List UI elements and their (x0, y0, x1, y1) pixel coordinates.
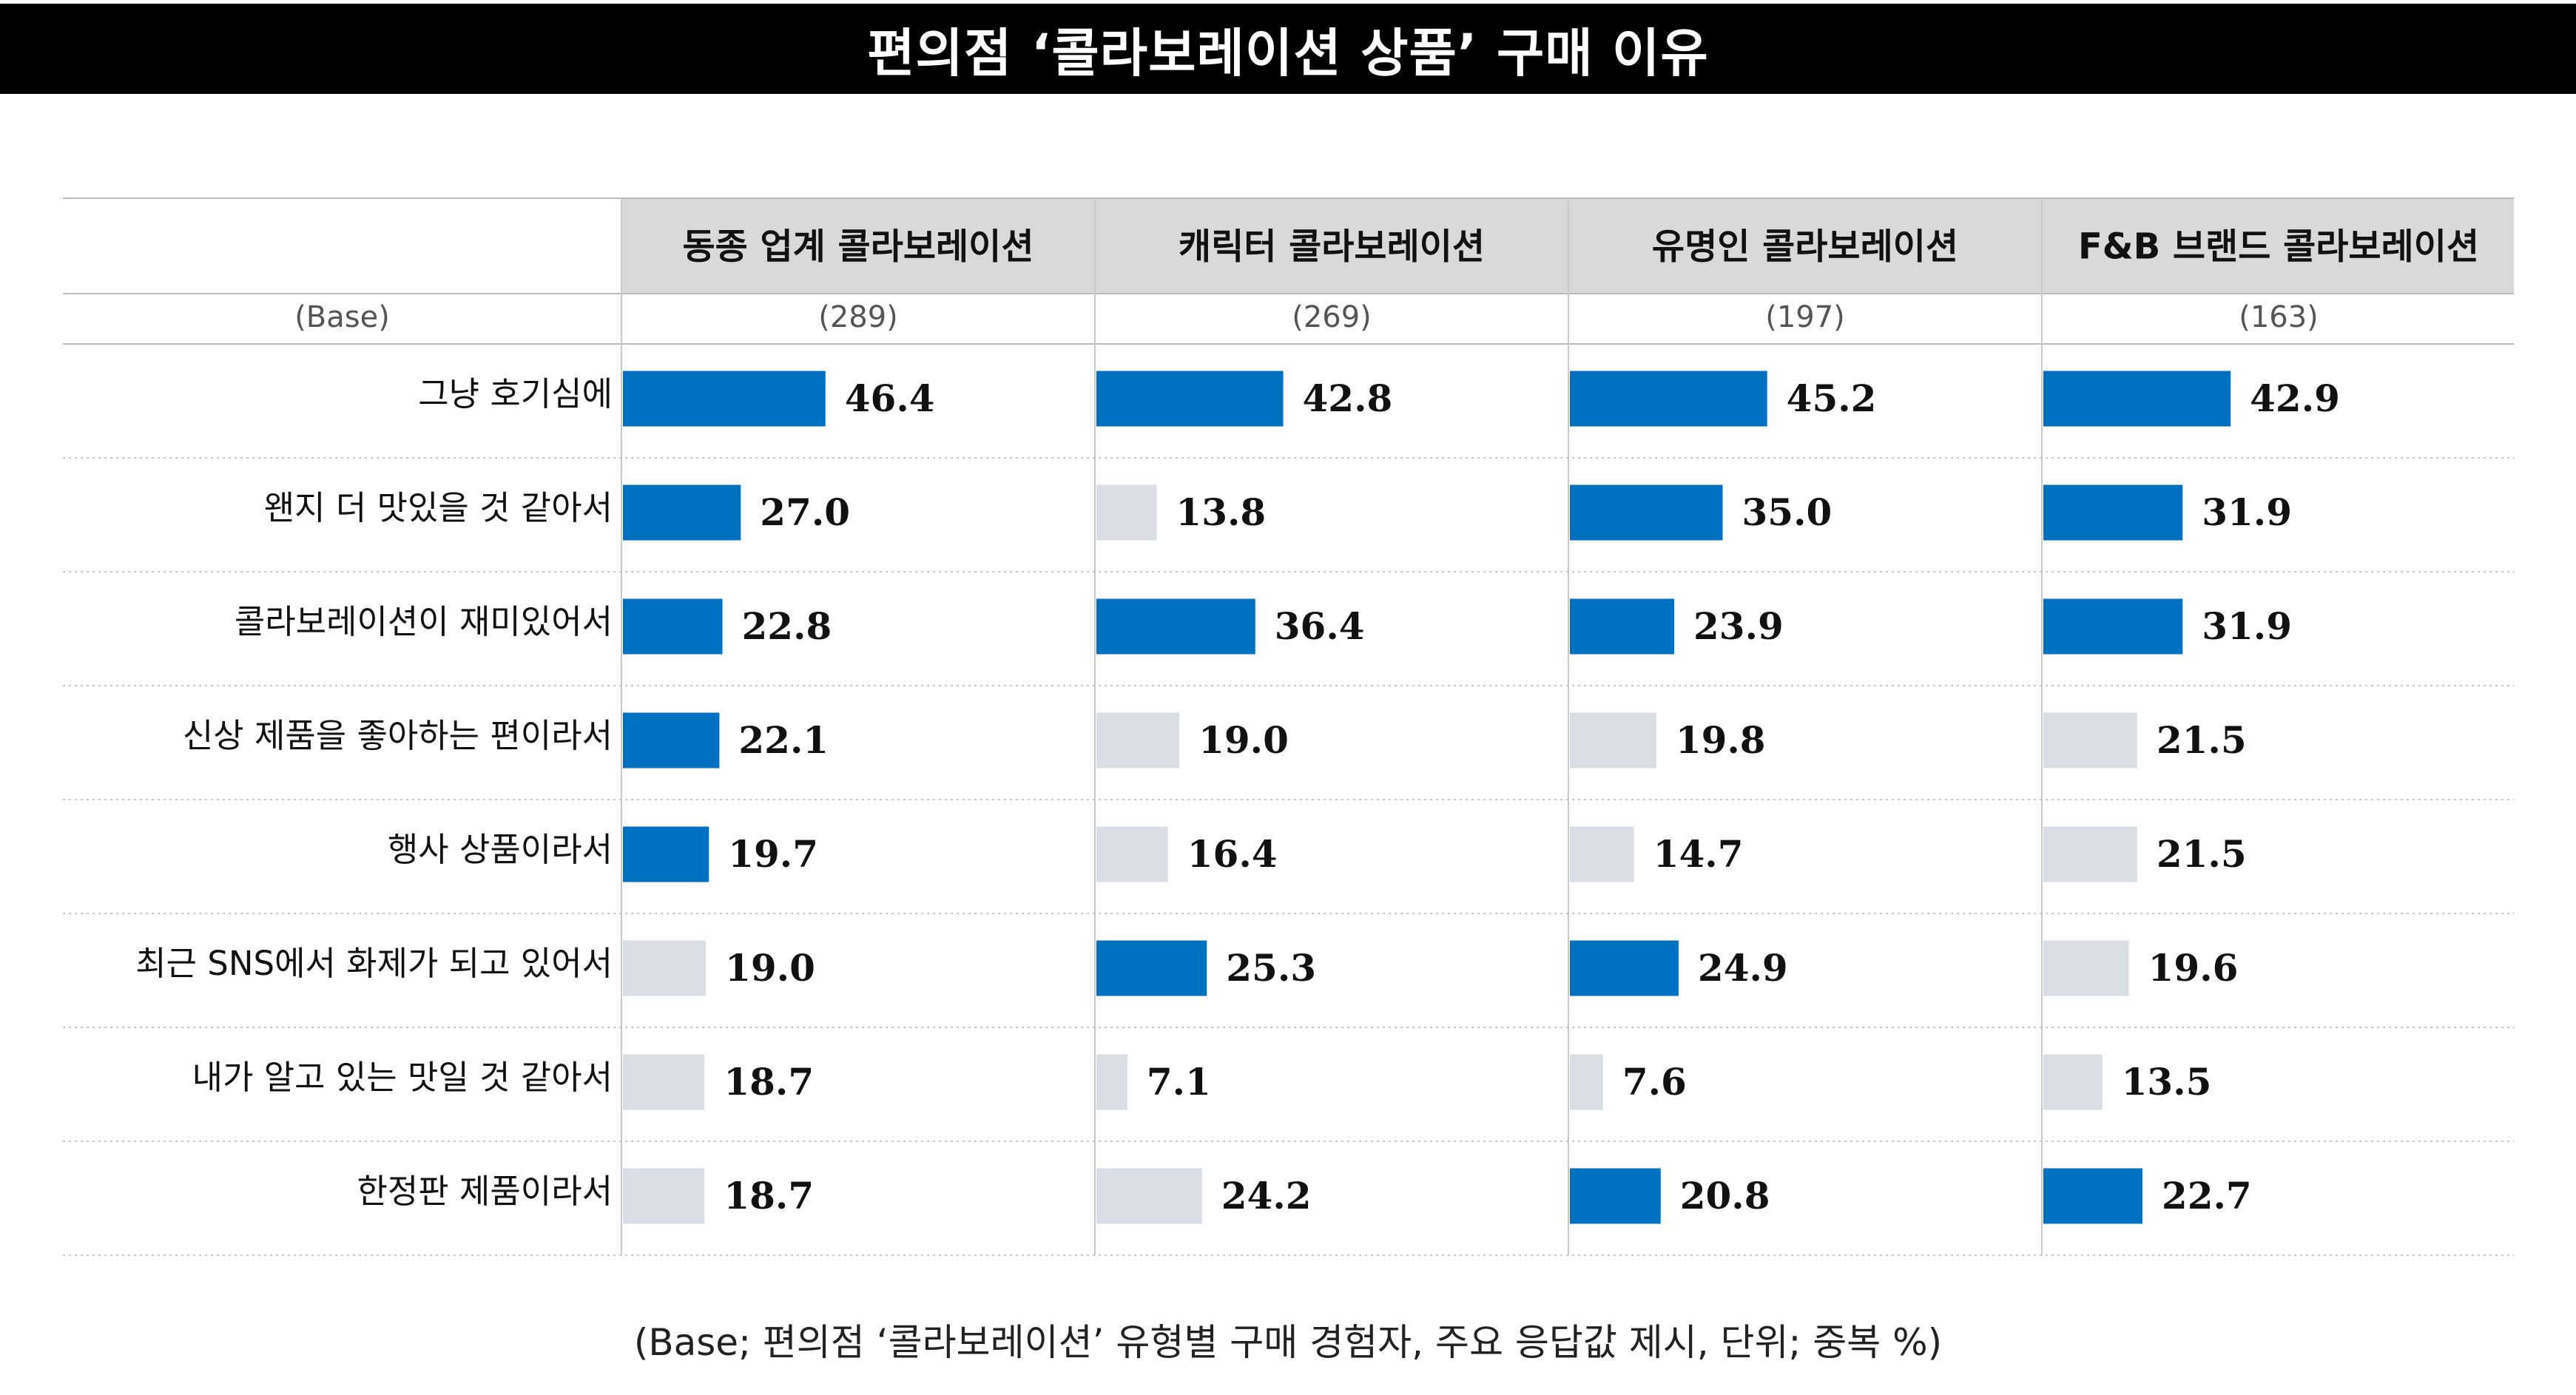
category-label: 콜라보레이션이 재미있어서 (235, 602, 613, 641)
data-label: 21.5 (2157, 718, 2247, 762)
data-label: 18.7 (724, 1060, 814, 1104)
data-label: 46.4 (845, 376, 935, 420)
data-label: 14.7 (1653, 832, 1744, 876)
series-base-count: (163) (2239, 300, 2319, 334)
data-label: 27.0 (760, 490, 850, 534)
bar (1570, 1168, 1661, 1224)
bar (2043, 712, 2137, 769)
data-label: 24.2 (1221, 1174, 1312, 1217)
data-label: 13.5 (2122, 1060, 2212, 1104)
series-header: 캐릭터 콜라보레이션 (1179, 226, 1485, 268)
data-label: 19.6 (2148, 946, 2239, 990)
bar (623, 826, 709, 882)
bar (1096, 940, 1207, 996)
data-label: 35.0 (1742, 490, 1832, 534)
data-label: 13.8 (1176, 490, 1266, 534)
data-label: 19.0 (1198, 718, 1289, 762)
bar (1096, 598, 1255, 655)
data-label: 31.9 (2202, 490, 2292, 534)
bar (623, 712, 720, 769)
series-base-count: (197) (1765, 300, 1845, 334)
bar (1570, 598, 1675, 655)
bar (623, 484, 741, 541)
data-label: 24.9 (1698, 946, 1788, 990)
title-bar: 편의점 ‘콜라보레이션 상품’ 구매 이유 (0, 4, 2576, 94)
bar (1096, 826, 1168, 882)
bar (1570, 826, 1634, 882)
data-label: 21.5 (2157, 832, 2247, 876)
data-label: 7.1 (1147, 1060, 1211, 1104)
category-label: 최근 SNS에서 화제가 되고 있어서 (135, 944, 613, 983)
bar (1096, 484, 1157, 541)
data-label: 7.6 (1622, 1060, 1687, 1104)
category-label: 그냥 호기심에 (418, 374, 613, 413)
bar (2043, 826, 2137, 882)
category-label: 왠지 더 맛있을 것 같아서 (264, 488, 613, 527)
bar (2043, 484, 2183, 541)
bar (2043, 940, 2129, 996)
bar (1570, 484, 1723, 541)
data-label: 45.2 (1787, 376, 1877, 420)
series-base-count: (289) (818, 300, 898, 334)
data-label: 19.0 (725, 946, 815, 990)
data-label: 22.8 (742, 604, 832, 648)
data-label: 42.8 (1303, 376, 1393, 420)
category-label: 신상 제품을 좋아하는 편이라서 (183, 716, 613, 755)
bar (1096, 371, 1284, 427)
data-label: 23.9 (1693, 604, 1784, 648)
data-label: 20.8 (1680, 1174, 1770, 1217)
data-label: 19.7 (728, 832, 818, 876)
data-label: 42.9 (2250, 376, 2340, 420)
bar (623, 598, 723, 655)
bar (623, 940, 707, 996)
base-label: (Base) (294, 300, 390, 334)
data-label: 19.8 (1676, 718, 1766, 762)
chart-title: 편의점 ‘콜라보레이션 상품’ 구매 이유 (867, 22, 1709, 84)
data-label: 22.1 (738, 718, 829, 762)
data-label: 25.3 (1226, 946, 1316, 990)
bar (1570, 1054, 1603, 1110)
footnote: (Base; 편의점 ‘콜라보레이션’ 유형별 구매 경험자, 주요 응답값 제… (633, 1321, 1943, 1364)
category-label: 행사 상품이라서 (388, 830, 613, 869)
bar (623, 371, 826, 427)
series-header: 유명인 콜라보레이션 (1652, 226, 1958, 268)
data-label: 16.4 (1187, 832, 1278, 876)
bar (2043, 598, 2183, 655)
bar (623, 1168, 705, 1224)
bar (1570, 940, 1679, 996)
bar (623, 1054, 705, 1110)
bar (1570, 712, 1656, 769)
data-label: 31.9 (2202, 604, 2292, 648)
bar (1570, 371, 1767, 427)
bar (1096, 712, 1180, 769)
bar (1096, 1168, 1202, 1224)
data-label: 22.7 (2162, 1174, 2252, 1217)
series-header: F&B 브랜드 콜라보레이션 (2078, 226, 2479, 268)
bar (2043, 371, 2231, 427)
data-label: 18.7 (724, 1174, 814, 1217)
series-header: 동종 업계 콜라보레이션 (682, 226, 1034, 268)
series-base-count: (269) (1292, 300, 1372, 334)
bar (1096, 1054, 1127, 1110)
bar (2043, 1054, 2103, 1110)
category-label: 한정판 제품이라서 (357, 1172, 613, 1211)
bar (2043, 1168, 2142, 1224)
category-label: 내가 알고 있는 맛일 것 같아서 (192, 1058, 613, 1097)
data-label: 36.4 (1275, 604, 1365, 648)
